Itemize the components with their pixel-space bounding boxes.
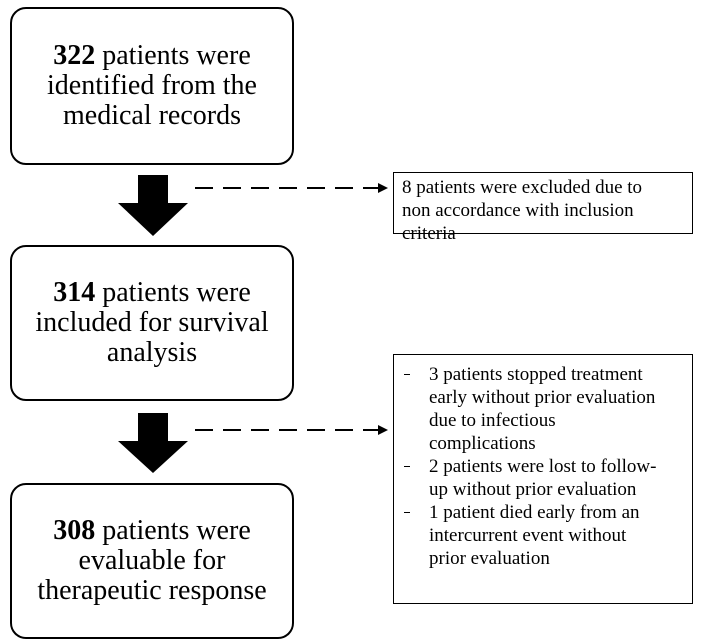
box-text: patients were — [102, 515, 251, 546]
patient-count: 308 — [53, 515, 96, 546]
box-line: therapeutic response — [37, 576, 266, 606]
exclusion-box: 8 patients were excluded due to non accor… — [393, 172, 693, 244]
box-line: included for survival — [35, 308, 268, 338]
exclusion-text: non accordance with inclusion — [402, 200, 634, 221]
box-line: medical records — [63, 101, 241, 131]
down-arrow — [118, 413, 188, 473]
exclusion-text: 1 patient died early from an — [429, 502, 640, 523]
flow-box: 322 patients were identified from the medi… — [10, 7, 294, 165]
exclusion-box: 3 patients stopped treatment early withou… — [393, 354, 693, 604]
box-text: patients were — [102, 277, 251, 308]
box-text: therapeutic response — [37, 575, 267, 606]
exclusion-text: 8 patients were excluded due to — [402, 177, 643, 198]
arrow-head — [378, 425, 388, 435]
exclusion-text: up without prior evaluation — [429, 479, 637, 500]
box-text: analysis — [106, 337, 198, 368]
bullet — [404, 374, 410, 375]
box-text: evaluable for — [78, 545, 226, 576]
exclusion-text: 2 patients were lost to follow- — [429, 456, 657, 477]
bullet — [404, 466, 410, 467]
box-line: analysis — [107, 338, 197, 368]
box-text: medical records — [62, 100, 242, 131]
flow-box: 314 patients were included for survival an… — [10, 245, 294, 401]
exclusion-text: early without prior evaluation — [429, 387, 656, 408]
box-line: 314 patients were — [53, 278, 251, 308]
exclusion-text: complications — [429, 433, 536, 454]
box-line: identified from the — [47, 71, 257, 101]
arrow-head — [378, 183, 388, 193]
down-arrow — [118, 175, 188, 236]
exclusion-text: 3 patients stopped treatment — [429, 364, 643, 385]
box-line: 322 patients were — [53, 41, 251, 71]
box-line: 308 patients were — [53, 516, 251, 546]
list-item: 3 patients stopped treatment early withou… — [402, 363, 684, 455]
patient-count: 314 — [53, 277, 96, 308]
exclusion-text: due to infectious — [429, 410, 556, 431]
box-text: patients were — [102, 40, 251, 71]
patient-count: 322 — [53, 40, 96, 71]
exclusion-text: intercurrent event without — [429, 525, 627, 546]
box-text: identified from the — [47, 70, 257, 101]
bullet — [404, 512, 410, 513]
exclusion-text: criteria — [402, 223, 456, 244]
list-item: 2 patients were lost to follow-up withou… — [402, 455, 684, 501]
exclusion-text: prior evaluation — [429, 548, 550, 569]
flow-box: 308 patients were evaluable for therapeuti… — [10, 483, 294, 639]
list-item: 1 patient died early from an intercurrent… — [402, 501, 684, 570]
box-line: evaluable for — [79, 546, 226, 576]
box-text: included for survival — [35, 307, 269, 338]
